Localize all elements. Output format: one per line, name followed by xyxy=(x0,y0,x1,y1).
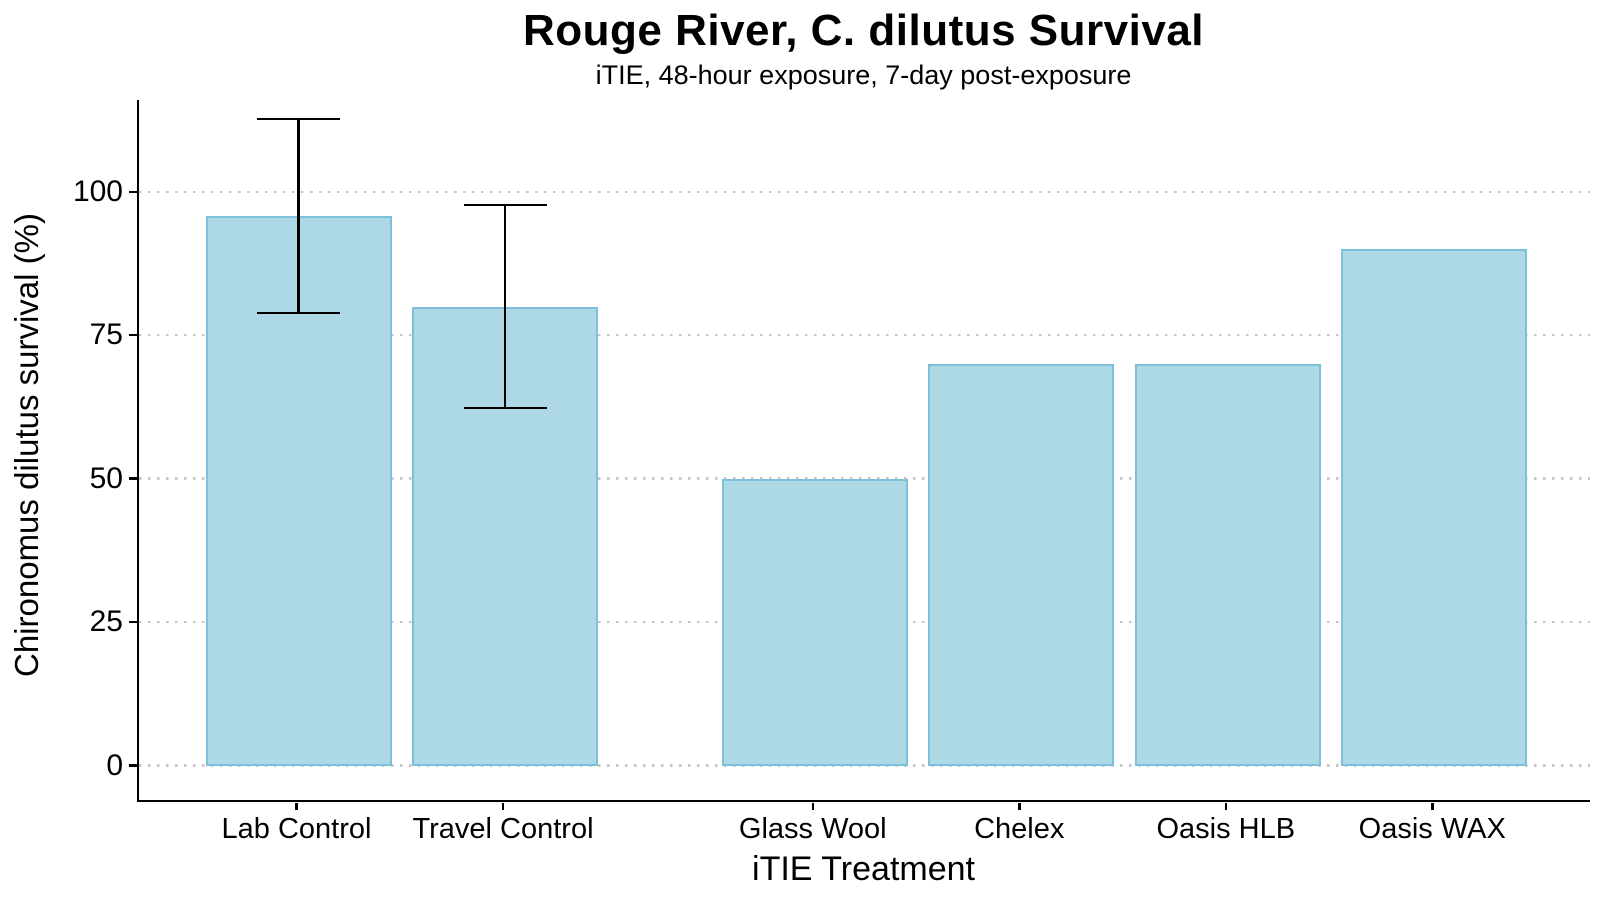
y-tick-label-0: 0 xyxy=(106,748,123,782)
y-tick-label-50: 50 xyxy=(89,461,123,495)
x-tick-label-chelex: Chelex xyxy=(974,813,1065,845)
x-tick-chelex xyxy=(1018,802,1021,810)
y-tick-50 xyxy=(129,477,137,480)
bar-lab-control xyxy=(205,215,392,766)
error-bar-cap-bottom-lab-control xyxy=(257,311,340,315)
y-tick-25 xyxy=(129,620,137,624)
y-tick-label-75: 75 xyxy=(89,318,123,352)
x-tick-label-oasis-hlb: Oasis HLB xyxy=(1156,813,1296,845)
x-tick-label-lab-control: Lab Control xyxy=(221,813,372,845)
y-tick-label-100: 100 xyxy=(72,174,123,208)
bar-oasis-hlb xyxy=(1134,363,1321,766)
y-tick-0 xyxy=(129,764,137,767)
x-tick-oasis-wax xyxy=(1431,802,1434,810)
bar-glass-wool xyxy=(721,478,908,766)
x-tick-lab-control xyxy=(295,802,298,810)
error-bar-line-travel-control xyxy=(503,205,507,409)
error-bar-cap-top-lab-control xyxy=(257,117,340,121)
bar-chelex xyxy=(928,363,1115,766)
y-axis-title: Chironomus dilutus survival (%) xyxy=(8,213,45,677)
bar-oasis-wax xyxy=(1341,249,1528,766)
x-tick-travel-control xyxy=(501,802,505,810)
x-axis-title: iTIE Treatment xyxy=(752,850,975,888)
gridline-100 xyxy=(139,190,1590,194)
x-tick-glass-wool xyxy=(811,802,814,810)
y-tick-100 xyxy=(129,190,137,194)
x-tick-oasis-hlb xyxy=(1224,802,1227,810)
chart-title: Rouge River, C. dilutus Survival xyxy=(522,6,1205,55)
x-tick-label-glass-wool: Glass Wool xyxy=(738,813,887,845)
x-tick-label-oasis-wax: Oasis WAX xyxy=(1358,813,1506,845)
gridline-75 xyxy=(139,333,1590,337)
y-tick-label-25: 25 xyxy=(89,605,123,639)
plot-panel xyxy=(137,100,1590,802)
error-bar-line-lab-control xyxy=(297,118,300,313)
x-tick-label-travel-control: Travel Control xyxy=(412,813,594,845)
error-bar-cap-top-travel-control xyxy=(463,203,547,207)
chart-subtitle: iTIE, 48-hour exposure, 7-day post-expos… xyxy=(595,60,1132,90)
gridline-0 xyxy=(139,764,1590,767)
error-bar-cap-bottom-travel-control xyxy=(463,406,547,410)
y-tick-75 xyxy=(129,333,137,337)
